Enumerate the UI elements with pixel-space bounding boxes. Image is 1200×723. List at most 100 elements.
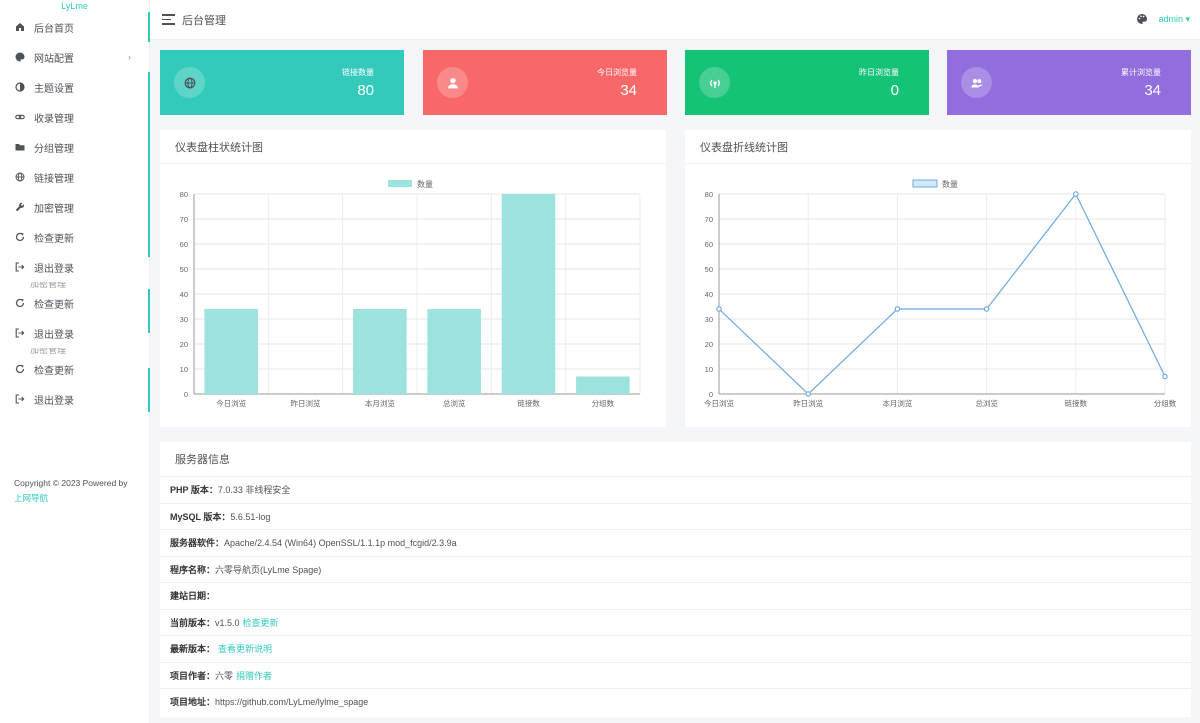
legend-label: 数量 <box>417 179 433 189</box>
logout-icon <box>14 261 26 273</box>
stat-value: 80 <box>357 82 374 99</box>
users-icon <box>961 67 992 98</box>
info-value: Apache/2.4.54 (Win64) OpenSSL/1.1.1p mod… <box>224 538 457 548</box>
x-tick-label: 分组数 <box>1154 398 1177 408</box>
sidebar-item-logout[interactable]: 退出登录 <box>0 252 149 282</box>
server-info-row: 程序名称：六零导航页(LyLme Spage) <box>160 555 1191 583</box>
bar-chart: 数量 0 10 20 30 40 50 60 70 80 今日浏览 昨日浏览 本月浏览 总浏览 链接数 分组数 <box>180 179 641 408</box>
bar[interactable] <box>427 309 481 394</box>
sidebar-item-contrast[interactable]: 主题设置 <box>0 72 149 102</box>
sidebar-item-label: 检查更新 <box>34 299 74 311</box>
bar[interactable] <box>576 376 630 395</box>
sidebar-item-label: 检查更新 <box>34 365 74 377</box>
sidebar-item-refresh[interactable]: 检查更新 <box>0 288 149 318</box>
server-info-row: 建站日期： <box>160 582 1191 609</box>
data-point[interactable] <box>1162 373 1168 380</box>
home-icon <box>14 21 26 33</box>
info-value: 5.6.51-log <box>230 511 271 522</box>
stat-value: 34 <box>1144 82 1161 99</box>
refresh-icon <box>14 363 26 375</box>
info-link[interactable]: 查看更新说明 <box>218 644 273 654</box>
info-key: 建站日期： <box>170 591 216 601</box>
sidebar-item-logout[interactable]: 退出登录 <box>0 384 149 414</box>
stat-value: 34 <box>620 82 637 99</box>
data-point[interactable] <box>1073 191 1079 197</box>
y-tick-label: 20 <box>180 340 188 349</box>
sidebar-item-globe[interactable]: 链接管理 <box>0 162 149 192</box>
y-tick-label: 60 <box>180 240 188 249</box>
sidebar-item-label: 后台首页 <box>34 23 74 35</box>
sidebar-item-refresh[interactable]: 检查更新 <box>0 222 149 252</box>
info-key: 程序名称： <box>170 564 216 575</box>
data-point[interactable] <box>983 306 990 312</box>
y-tick-label: 40 <box>180 290 188 299</box>
sidebar-item-wrench[interactable]: 加密管理 <box>0 192 149 222</box>
palette-icon <box>14 51 26 63</box>
info-link[interactable]: 检查更新 <box>242 617 279 628</box>
chart-legend[interactable]: 数量 <box>388 179 433 189</box>
sidebar-active-bar <box>148 12 150 42</box>
sidebar-accent-bar <box>148 72 150 257</box>
x-tick-label: 昨日浏览 <box>291 398 321 408</box>
theme-palette-icon[interactable] <box>1136 13 1148 25</box>
y-tick-label: 10 <box>180 365 188 374</box>
y-tick-label: 40 <box>705 290 713 299</box>
bar[interactable] <box>353 309 407 394</box>
stat-label: 昨日浏览量 <box>859 68 899 77</box>
sidebar-item-logout[interactable]: 退出登录 <box>0 318 149 348</box>
y-tick-label: 80 <box>705 190 713 199</box>
refresh-icon <box>14 231 26 243</box>
data-point[interactable] <box>894 306 901 312</box>
stat-value: 0 <box>890 82 899 99</box>
folder-icon <box>14 141 26 153</box>
sidebar-item-label: 收录管理 <box>34 113 74 125</box>
info-link[interactable]: 捐赠作者 <box>236 670 273 681</box>
x-tick-label: 本月浏览 <box>365 398 395 408</box>
chart-legend[interactable]: 数量 <box>912 179 958 189</box>
page-title: 后台管理 <box>182 15 226 27</box>
y-tick-label: 0 <box>709 390 713 399</box>
chevron-right-icon: › <box>128 52 131 62</box>
server-info-row: 当前版本：v1.5.0 检查更新 <box>160 608 1191 636</box>
x-tick-label: 今日浏览 <box>704 398 734 408</box>
copyright: Copyright © 2023 Powered by 上网导航 <box>14 476 144 506</box>
info-value: 7.0.33 非线程安全 <box>217 485 291 495</box>
sidebar-item-refresh[interactable]: 检查更新 <box>0 354 149 384</box>
info-key: PHP 版本： <box>170 485 218 495</box>
y-tick-label: 0 <box>184 390 188 399</box>
data-point[interactable] <box>805 391 811 397</box>
y-tick-label: 50 <box>180 265 188 274</box>
sidebar-accent-bar <box>148 368 150 412</box>
x-tick-label: 链接数 <box>1065 398 1088 408</box>
bar-chart-card: 仪表盘柱状统计图 数量 0 10 20 30 40 50 60 70 80 今日浏览 昨日浏览 本月浏览… <box>160 130 666 427</box>
globe-icon <box>14 171 26 183</box>
data-point[interactable] <box>716 306 722 312</box>
stat-label: 累计浏览量 <box>1121 68 1161 77</box>
sidebar-item-label: 主题设置 <box>34 83 74 95</box>
sidebar-item-palette[interactable]: 网站配置 › <box>0 42 149 72</box>
y-tick-label: 30 <box>180 315 188 324</box>
x-tick-label: 总浏览 <box>975 398 998 408</box>
x-tick-label: 今日浏览 <box>216 398 246 408</box>
sidebar-item-label: 加密管理 <box>34 203 74 215</box>
brand-logo[interactable]: LyLme <box>61 1 88 11</box>
info-value: 六零 <box>215 670 234 681</box>
bar[interactable] <box>204 309 258 394</box>
bar[interactable] <box>501 194 556 394</box>
info-key: 最新版本： <box>170 644 216 654</box>
stat-card: 昨日浏览量 0 <box>685 50 929 115</box>
y-tick-label: 60 <box>705 240 713 249</box>
refresh-icon <box>14 297 26 309</box>
sidebar-item-link[interactable]: 收录管理 <box>0 102 149 132</box>
copyright-text: Copyright © 2023 Powered by <box>14 478 128 488</box>
menu-toggle-icon[interactable] <box>162 14 175 25</box>
satellite-icon <box>699 67 730 98</box>
powered-link[interactable]: 上网导航 <box>14 493 49 503</box>
stat-card: 累计浏览量 34 <box>947 50 1191 115</box>
server-info-row: 服务器软件：Apache/2.4.54 (Win64) OpenSSL/1.1.… <box>160 529 1191 556</box>
sidebar-item-home[interactable]: 后台首页 <box>0 12 149 42</box>
x-tick-label: 分组数 <box>592 398 615 408</box>
sidebar-item-folder[interactable]: 分组管理 <box>0 132 149 162</box>
user-menu[interactable]: admin ▾ <box>1158 14 1190 24</box>
y-tick-label: 70 <box>705 215 713 224</box>
